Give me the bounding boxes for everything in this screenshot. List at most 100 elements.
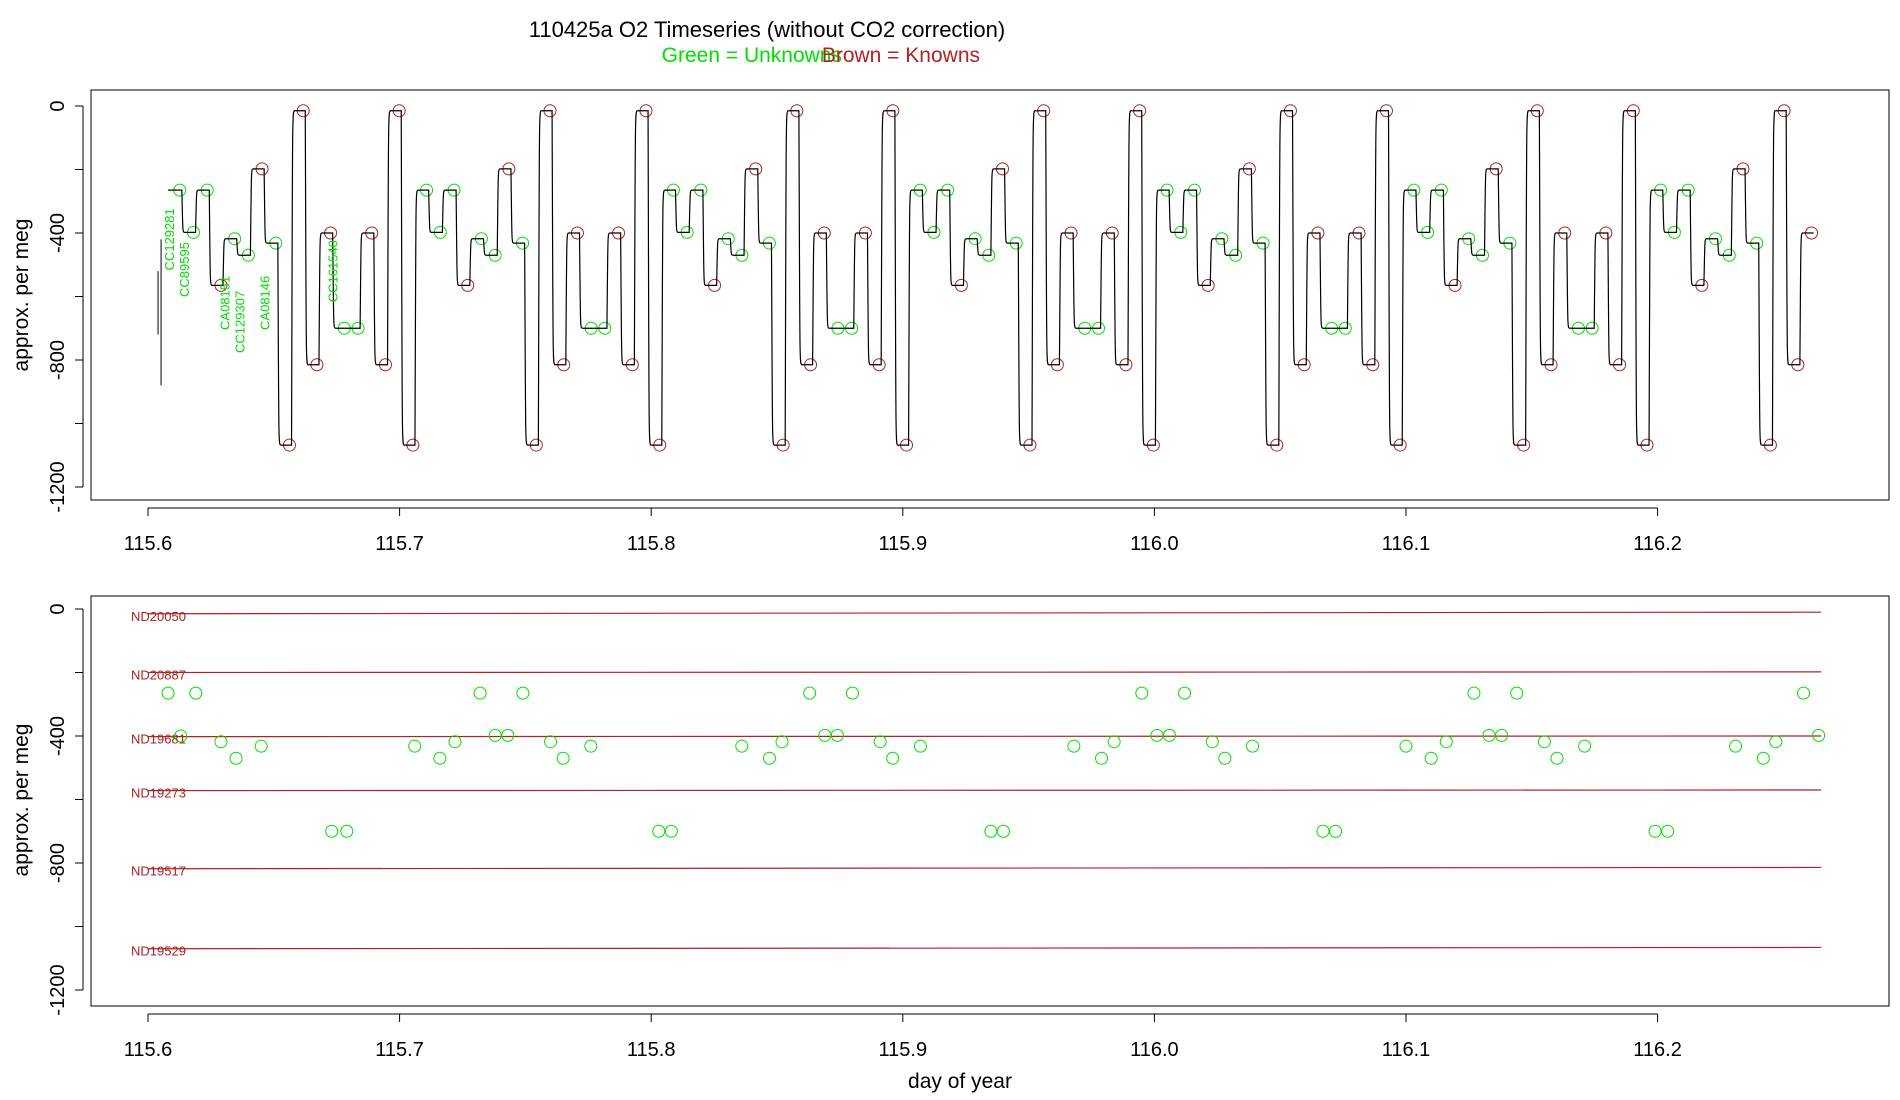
reference-label: ND20887 — [131, 668, 186, 683]
x-tick-label: 115.8 — [627, 1039, 676, 1061]
unknown-point — [1797, 686, 1811, 700]
unknown-point — [1661, 824, 1675, 838]
unknown-point — [1439, 735, 1453, 749]
reference-label: ND19273 — [131, 786, 186, 801]
unknown-point — [340, 824, 354, 838]
unknown-point — [845, 686, 859, 700]
o2-trace — [168, 110, 1814, 446]
unknown-point — [1095, 751, 1109, 765]
x-tick-label: 116.0 — [1130, 1039, 1179, 1061]
top-series: CC129281 CC89595 CA08151 CC129307 CA08146 CC1… — [157, 104, 1819, 452]
unknown-point — [1495, 728, 1509, 742]
unknown-point — [488, 728, 502, 742]
unknown-point — [325, 824, 339, 838]
unknown-point — [556, 751, 570, 765]
y-tick-label: 0 — [47, 603, 69, 614]
unknown-point — [1424, 751, 1438, 765]
top-axes: 115.6 115.7 115.8 115.9 116.0 116.1 116.2 0 -400… — [47, 100, 1682, 555]
unknown-point — [1648, 824, 1662, 838]
unknown-point — [1769, 735, 1783, 749]
sample-label: CC161540 — [326, 240, 341, 302]
unknown-point — [1467, 686, 1481, 700]
unknown-point — [1246, 739, 1260, 753]
unknown-point — [516, 686, 530, 700]
sample-label: CC129281 — [162, 208, 177, 270]
unknown-point — [433, 751, 447, 765]
x-tick-label: 116.1 — [1382, 1039, 1431, 1061]
unknown-point — [1150, 728, 1164, 742]
reference-label: ND19529 — [131, 944, 186, 959]
y-tick-label: -400 — [47, 213, 69, 253]
x-tick-label: 115.7 — [375, 1039, 424, 1061]
x-tick-label: 115.7 — [375, 533, 424, 555]
unknown-point — [818, 728, 832, 742]
legend-unknowns: Green = Unknowns — [662, 44, 842, 67]
unknown-point — [762, 751, 776, 765]
unknown-point — [996, 824, 1010, 838]
unknown-point — [664, 824, 678, 838]
sample-label: CC89595 — [177, 242, 192, 297]
unknown-point — [1510, 686, 1524, 700]
reference-label: ND19681 — [131, 732, 186, 747]
reference-line — [147, 611, 1822, 615]
top-panel: 115.6 115.7 115.8 115.9 116.0 116.1 116.2 0 -400… — [10, 89, 1890, 555]
reference-line — [147, 671, 1822, 674]
unknown-point — [214, 735, 228, 749]
bottom-xlabel: day of year — [908, 1070, 1012, 1093]
unknown-point — [1578, 739, 1592, 753]
unknown-point — [544, 735, 558, 749]
legend-knowns: Brown = Knowns — [822, 44, 980, 67]
reference-label: ND19517 — [131, 864, 186, 879]
chart-title: 110425a O2 Timeseries (without CO2 corre… — [529, 17, 1005, 42]
unknown-point — [584, 739, 598, 753]
reference-line — [147, 946, 1822, 950]
y-tick-label: -400 — [47, 716, 69, 756]
sample-label: CA08146 — [258, 276, 273, 330]
unknown-point — [1399, 739, 1413, 753]
sample-label: CA08151 — [217, 276, 232, 330]
unknown-point — [174, 729, 188, 743]
unknown-point — [1067, 739, 1081, 753]
unknown-point — [1812, 728, 1826, 742]
x-tick-label: 115.9 — [879, 533, 928, 555]
unknown-point — [984, 824, 998, 838]
unknown-point — [473, 686, 487, 700]
unknown-point — [229, 751, 243, 765]
x-tick-label: 116.0 — [1130, 533, 1179, 555]
unknown-point — [189, 686, 203, 700]
unknown-point — [1107, 735, 1121, 749]
unknown-point — [1537, 735, 1551, 749]
reference-line — [147, 789, 1822, 792]
unknown-point — [652, 824, 666, 838]
unknown-point — [803, 686, 817, 700]
unknown-point — [830, 728, 844, 742]
bottom-panel: 115.6 115.7 115.8 115.9 116.0 116.1 116.2 0 -400… — [10, 595, 1890, 1093]
unknown-point — [1482, 728, 1496, 742]
unknown-point — [1205, 735, 1219, 749]
x-tick-label: 116.2 — [1633, 533, 1682, 555]
x-tick-label: 115.6 — [124, 1039, 173, 1061]
unknown-point — [501, 728, 515, 742]
y-tick-label: -1200 — [47, 461, 69, 512]
unknown-point — [1329, 824, 1343, 838]
top-ylabel: approx. per meg — [10, 219, 33, 372]
unknown-point — [1162, 728, 1176, 742]
unknown-point — [448, 735, 462, 749]
y-tick-label: 0 — [47, 100, 69, 111]
unknown-point — [1178, 686, 1192, 700]
unknown-point — [1316, 824, 1330, 838]
reference-line — [147, 866, 1822, 870]
unknown-point — [254, 739, 268, 753]
unknown-point — [1218, 751, 1232, 765]
y-tick-label: -800 — [47, 843, 69, 883]
unknown-point — [1135, 686, 1149, 700]
unknown-point — [735, 739, 749, 753]
sample-label: CC129307 — [233, 291, 248, 353]
x-tick-label: 115.6 — [124, 533, 173, 555]
unknown-point — [1756, 751, 1770, 765]
bottom-axes: 115.6 115.7 115.8 115.9 116.0 116.1 116.2 0 -400… — [47, 603, 1682, 1061]
top-plot-frame — [90, 89, 1890, 501]
bottom-series: ND20050 ND20887 ND19681 ND19273 ND19517 ND195… — [131, 609, 1826, 959]
x-tick-label: 115.9 — [879, 1039, 928, 1061]
